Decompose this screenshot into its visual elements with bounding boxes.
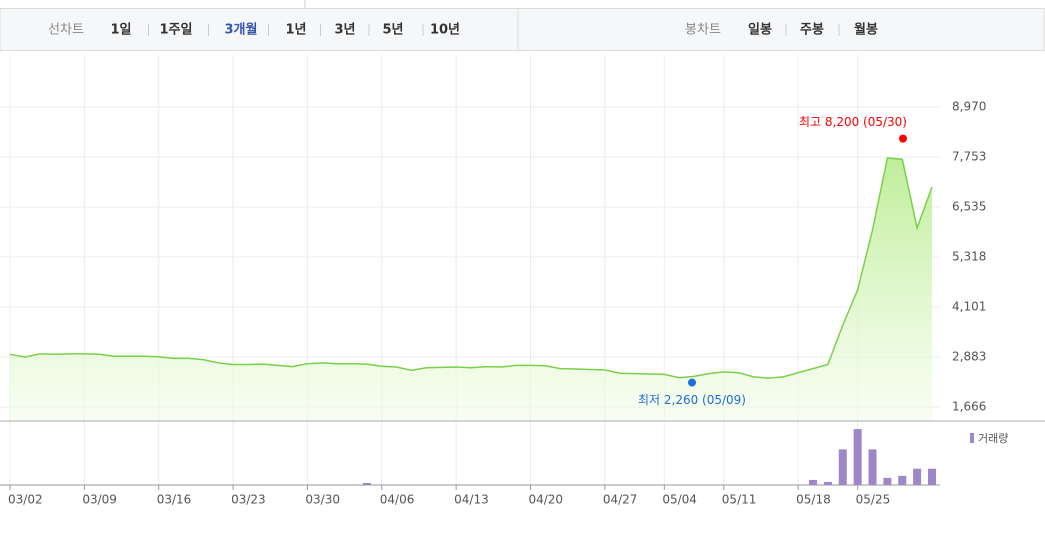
candle-tab[interactable]: 월봉 xyxy=(854,22,878,38)
price-line xyxy=(9,157,933,379)
annotation-label: 최고 8,200 (05/30) xyxy=(799,115,907,129)
annotation-label: 최저 2,260 (05/09) xyxy=(638,393,746,407)
volume-bar xyxy=(853,429,862,485)
x-tick-label: 04/13 xyxy=(454,493,489,507)
volume-bar xyxy=(883,477,892,485)
price-area xyxy=(10,158,932,420)
legend-swatch xyxy=(970,433,974,443)
x-tick-label: 03/30 xyxy=(305,493,340,507)
x-tick-label: 04/27 xyxy=(603,493,638,507)
annotation-dot xyxy=(899,134,907,143)
volume-bar xyxy=(928,468,936,485)
y-tick-label: 5,318 xyxy=(952,250,986,264)
x-tick-label: 05/04 xyxy=(662,493,697,507)
y-tick-label: 2,883 xyxy=(952,350,986,364)
period-tab[interactable]: 1일 xyxy=(110,23,131,38)
period-tab[interactable]: 1년 xyxy=(285,23,306,38)
tab-label: 봉차트 xyxy=(685,23,721,38)
y-tick-label: 6,535 xyxy=(952,200,986,214)
y-tick-label: 4,101 xyxy=(952,299,986,313)
volume-bar xyxy=(913,468,922,485)
y-tick-label: 7,753 xyxy=(952,149,986,163)
candle-tab[interactable]: 일봉 xyxy=(748,23,772,38)
period-tab[interactable]: 10년 xyxy=(430,23,460,38)
volume-bar xyxy=(838,449,847,485)
x-tick-label: 04/20 xyxy=(528,493,563,507)
tab-bar xyxy=(0,8,1045,51)
x-tick-label: 03/02 xyxy=(8,493,43,507)
volume-bar xyxy=(823,481,832,485)
x-tick-label: 03/23 xyxy=(231,493,266,507)
period-tab[interactable]: 5년 xyxy=(382,23,403,38)
x-tick-label: 05/11 xyxy=(722,493,757,507)
period-tab[interactable]: 3개월 xyxy=(225,22,258,38)
volume-bar xyxy=(362,482,371,485)
candle-tab[interactable]: 주봉 xyxy=(800,23,824,38)
x-tick-label: 05/18 xyxy=(796,493,831,507)
y-tick-label: 8,970 xyxy=(952,100,986,114)
x-tick-label: 05/25 xyxy=(856,493,891,507)
y-tick-label: 1,666 xyxy=(952,400,986,414)
x-tick-label: 04/06 xyxy=(380,493,415,507)
period-tab[interactable]: 3년 xyxy=(334,23,355,38)
period-tab[interactable]: 1주일 xyxy=(160,23,193,38)
volume-bar xyxy=(868,449,877,485)
volume-bar xyxy=(809,479,818,485)
annotation-dot xyxy=(688,378,696,387)
legend-label: 거래량 xyxy=(978,432,1008,445)
volume-bar xyxy=(898,475,907,485)
x-tick-label: 03/09 xyxy=(82,493,117,507)
x-tick-label: 03/16 xyxy=(157,493,192,507)
tab-label: 선차트 xyxy=(48,23,84,38)
